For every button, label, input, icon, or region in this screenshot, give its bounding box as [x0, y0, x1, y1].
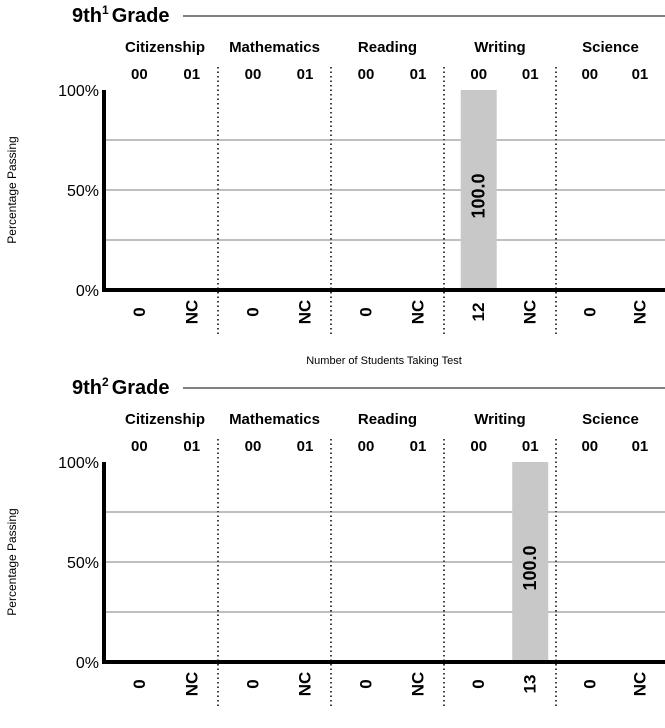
title-superscript: 1: [102, 3, 109, 17]
title-grade-number: 9th: [72, 5, 102, 27]
y-tick-label: 100%: [58, 455, 99, 472]
subject-header-writing: Writing: [474, 39, 525, 56]
year-label-writing-01: 01: [522, 66, 539, 83]
count-label-writing-01: NC: [521, 300, 540, 325]
subject-header-science: Science: [582, 39, 639, 56]
count-label-science-01: NC: [630, 300, 649, 325]
value-label-writing-00: 100.0: [469, 173, 489, 218]
x-axis-label: Number of Students Taking Test: [306, 355, 462, 367]
bar-writing-01: [512, 462, 549, 662]
year-label-writing-00: 00: [470, 438, 487, 455]
year-label-reading-00: 00: [358, 438, 375, 455]
y-axis-label: Percentage Passing: [5, 136, 19, 243]
count-label-mathematics-00: 0: [244, 307, 263, 316]
bar-writing-00: [460, 90, 497, 290]
year-label-citizenship-00: 00: [131, 438, 148, 455]
chart-title: 9th1 Grade: [72, 3, 170, 27]
subject-header-citizenship: Citizenship: [125, 39, 205, 56]
count-label-reading-01: NC: [409, 672, 428, 697]
count-label-citizenship-01: NC: [182, 300, 201, 325]
year-label-citizenship-01: 01: [183, 66, 200, 83]
count-label-science-01: NC: [630, 672, 649, 697]
y-axis-label: Percentage Passing: [5, 508, 19, 615]
value-label-writing-01: 100.0: [520, 545, 540, 590]
subject-header-mathematics: Mathematics: [229, 39, 320, 56]
count-label-mathematics-00: 0: [244, 679, 263, 688]
title-superscript: 2: [102, 375, 109, 389]
year-label-mathematics-00: 00: [245, 66, 262, 83]
year-label-writing-00: 00: [470, 66, 487, 83]
count-label-writing-01: 13: [521, 675, 540, 694]
year-label-writing-01: 01: [522, 438, 539, 455]
count-label-mathematics-01: NC: [296, 300, 315, 325]
y-tick-label: 0%: [76, 283, 99, 300]
year-label-mathematics-01: 01: [297, 438, 314, 455]
chart-panel-1: 9th1 Grade00001NCCitizenship00001NCMathem…: [5, 3, 665, 367]
year-label-reading-01: 01: [410, 66, 427, 83]
y-tick-label: 100%: [58, 83, 99, 100]
y-tick-label: 50%: [67, 183, 99, 200]
title-suffix: Grade: [112, 5, 170, 27]
count-label-reading-01: NC: [409, 300, 428, 325]
title-grade-number: 9th: [72, 377, 102, 399]
count-label-citizenship-01: NC: [182, 672, 201, 697]
count-label-reading-00: 0: [357, 307, 376, 316]
chart-title: 9th2 Grade: [72, 375, 170, 399]
title-suffix: Grade: [112, 377, 170, 399]
subject-header-reading: Reading: [358, 39, 417, 56]
year-label-science-00: 00: [581, 66, 598, 83]
count-label-citizenship-00: 0: [130, 679, 149, 688]
year-label-citizenship-00: 00: [131, 66, 148, 83]
subject-header-science: Science: [582, 411, 639, 428]
year-label-science-01: 01: [632, 438, 649, 455]
count-label-writing-00: 0: [469, 679, 488, 688]
year-label-mathematics-01: 01: [297, 66, 314, 83]
count-label-reading-00: 0: [357, 679, 376, 688]
chart-panel-2: 9th2 Grade00001NCCitizenship00001NCMathem…: [5, 375, 665, 728]
count-label-writing-00: 12: [469, 303, 488, 322]
count-label-mathematics-01: NC: [296, 672, 315, 697]
subject-header-writing: Writing: [474, 411, 525, 428]
year-label-citizenship-01: 01: [183, 438, 200, 455]
year-label-reading-01: 01: [410, 438, 427, 455]
subject-header-reading: Reading: [358, 411, 417, 428]
year-label-science-01: 01: [632, 66, 649, 83]
count-label-science-00: 0: [580, 307, 599, 316]
count-label-science-00: 0: [580, 679, 599, 688]
y-tick-label: 0%: [76, 655, 99, 672]
count-label-citizenship-00: 0: [130, 307, 149, 316]
year-label-science-00: 00: [581, 438, 598, 455]
year-label-mathematics-00: 00: [245, 438, 262, 455]
subject-header-citizenship: Citizenship: [125, 411, 205, 428]
subject-header-mathematics: Mathematics: [229, 411, 320, 428]
year-label-reading-00: 00: [358, 66, 375, 83]
y-tick-label: 50%: [67, 555, 99, 572]
